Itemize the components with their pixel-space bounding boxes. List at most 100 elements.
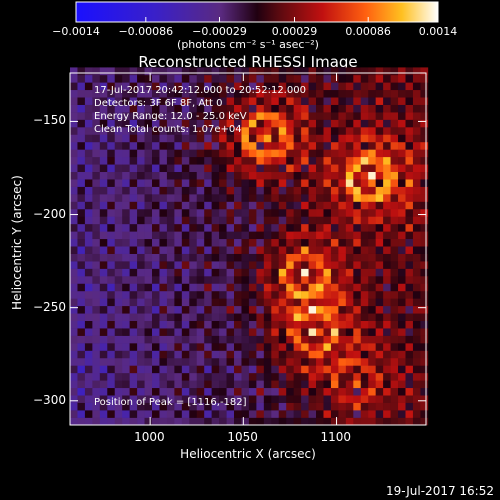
heatmap-cell <box>181 67 190 76</box>
heatmap-cell <box>137 387 145 396</box>
heatmap-cell <box>360 216 369 225</box>
heatmap-cell <box>234 216 242 225</box>
heatmap-cell <box>226 380 235 389</box>
heatmap-cell <box>345 112 354 120</box>
heatmap-cell <box>77 365 86 374</box>
heatmap-cell <box>204 149 212 158</box>
heatmap-cell <box>114 216 123 225</box>
heatmap-cell <box>330 261 339 269</box>
heatmap-cell <box>308 410 317 418</box>
heatmap-cell <box>129 328 138 336</box>
heatmap-cell <box>263 97 272 105</box>
heatmap-cell <box>398 290 406 299</box>
heatmap-cell <box>271 343 280 351</box>
heatmap-cell <box>278 417 287 426</box>
heatmap-cell <box>383 313 391 321</box>
heatmap-cell <box>420 372 429 381</box>
heatmap-cell <box>420 283 429 292</box>
heatmap-cell <box>353 127 362 135</box>
heatmap-cell <box>211 283 220 292</box>
heatmap-cell <box>92 238 101 247</box>
heatmap-cell <box>107 194 116 202</box>
heatmap-cell <box>114 335 123 344</box>
heatmap-cell <box>271 387 280 396</box>
heatmap-cell <box>114 164 123 173</box>
heatmap-cell <box>405 186 414 195</box>
heatmap-cell <box>316 67 324 76</box>
heatmap-cell <box>107 164 116 173</box>
heatmap-cell <box>99 253 108 262</box>
heatmap-cell <box>159 305 168 314</box>
heatmap-cell <box>211 141 220 150</box>
heatmap-cell <box>211 268 220 277</box>
heatmap-cell <box>204 402 212 411</box>
heatmap-cell <box>420 410 429 418</box>
heatmap-cell <box>241 335 250 344</box>
heatmap-cell <box>219 283 227 292</box>
heatmap-cell <box>174 223 183 232</box>
heatmap-cell <box>84 350 93 359</box>
heatmap-cell <box>189 320 198 329</box>
heatmap-cell <box>219 112 227 120</box>
heatmap-cell <box>219 328 227 336</box>
heatmap-cell <box>84 186 93 195</box>
heatmap-cell <box>390 216 399 225</box>
heatmap-cell <box>301 343 309 351</box>
heatmap-cell <box>122 335 130 344</box>
colorbar-tick-label: −0.0014 <box>52 25 100 38</box>
heatmap-cell <box>353 320 362 329</box>
heatmap-cell <box>256 186 265 195</box>
heatmap-cell <box>420 201 429 210</box>
heatmap-cell <box>308 112 317 120</box>
heatmap-cell <box>181 402 190 411</box>
heatmap-cell <box>271 402 280 411</box>
heatmap-cell <box>330 402 339 411</box>
heatmap-cell <box>398 305 406 314</box>
heatmap-cell <box>412 134 421 143</box>
heatmap-cell <box>390 328 399 336</box>
heatmap-cell <box>152 417 160 426</box>
heatmap-cell <box>144 208 153 217</box>
heatmap-cell <box>360 112 369 120</box>
heatmap-cell <box>70 290 78 299</box>
heatmap-cell <box>122 253 130 262</box>
heatmap-cell <box>92 201 101 210</box>
heatmap-cell <box>263 343 272 351</box>
heatmap-cell <box>353 89 362 98</box>
heatmap-cell <box>159 231 168 240</box>
heatmap-cell <box>107 313 116 321</box>
heatmap-cell <box>234 208 242 217</box>
heatmap-cell <box>196 372 205 381</box>
heatmap-cell <box>338 171 347 180</box>
heatmap-cell <box>323 387 332 396</box>
heatmap-cell <box>368 365 376 374</box>
heatmap-cell <box>360 97 369 105</box>
heatmap-cell <box>152 67 160 76</box>
heatmap-cell <box>278 238 287 247</box>
heatmap-cell <box>204 283 212 292</box>
heatmap-cell <box>84 156 93 165</box>
heatmap-cell <box>219 134 227 143</box>
heatmap-cell <box>166 313 175 321</box>
heatmap-cell <box>234 164 242 173</box>
heatmap-cell <box>204 231 212 240</box>
heatmap-cell <box>286 276 294 284</box>
heatmap-cell <box>398 186 406 195</box>
heatmap-cell <box>375 343 384 351</box>
heatmap-cell <box>77 410 86 418</box>
heatmap-cell <box>181 246 190 254</box>
heatmap-cell <box>248 141 257 150</box>
heatmap-cell <box>338 216 347 225</box>
heatmap-cell <box>77 357 86 366</box>
heatmap-cell <box>316 298 324 307</box>
heatmap-cell <box>383 365 391 374</box>
heatmap-cell <box>398 372 406 381</box>
heatmap-cell <box>338 208 347 217</box>
heatmap-cell <box>114 223 123 232</box>
heatmap-cell <box>70 156 78 165</box>
heatmap-cell <box>271 365 280 374</box>
heatmap-cell <box>256 320 265 329</box>
heatmap-cell <box>338 127 347 135</box>
heatmap-cell <box>92 156 101 165</box>
heatmap-cell <box>248 268 257 277</box>
